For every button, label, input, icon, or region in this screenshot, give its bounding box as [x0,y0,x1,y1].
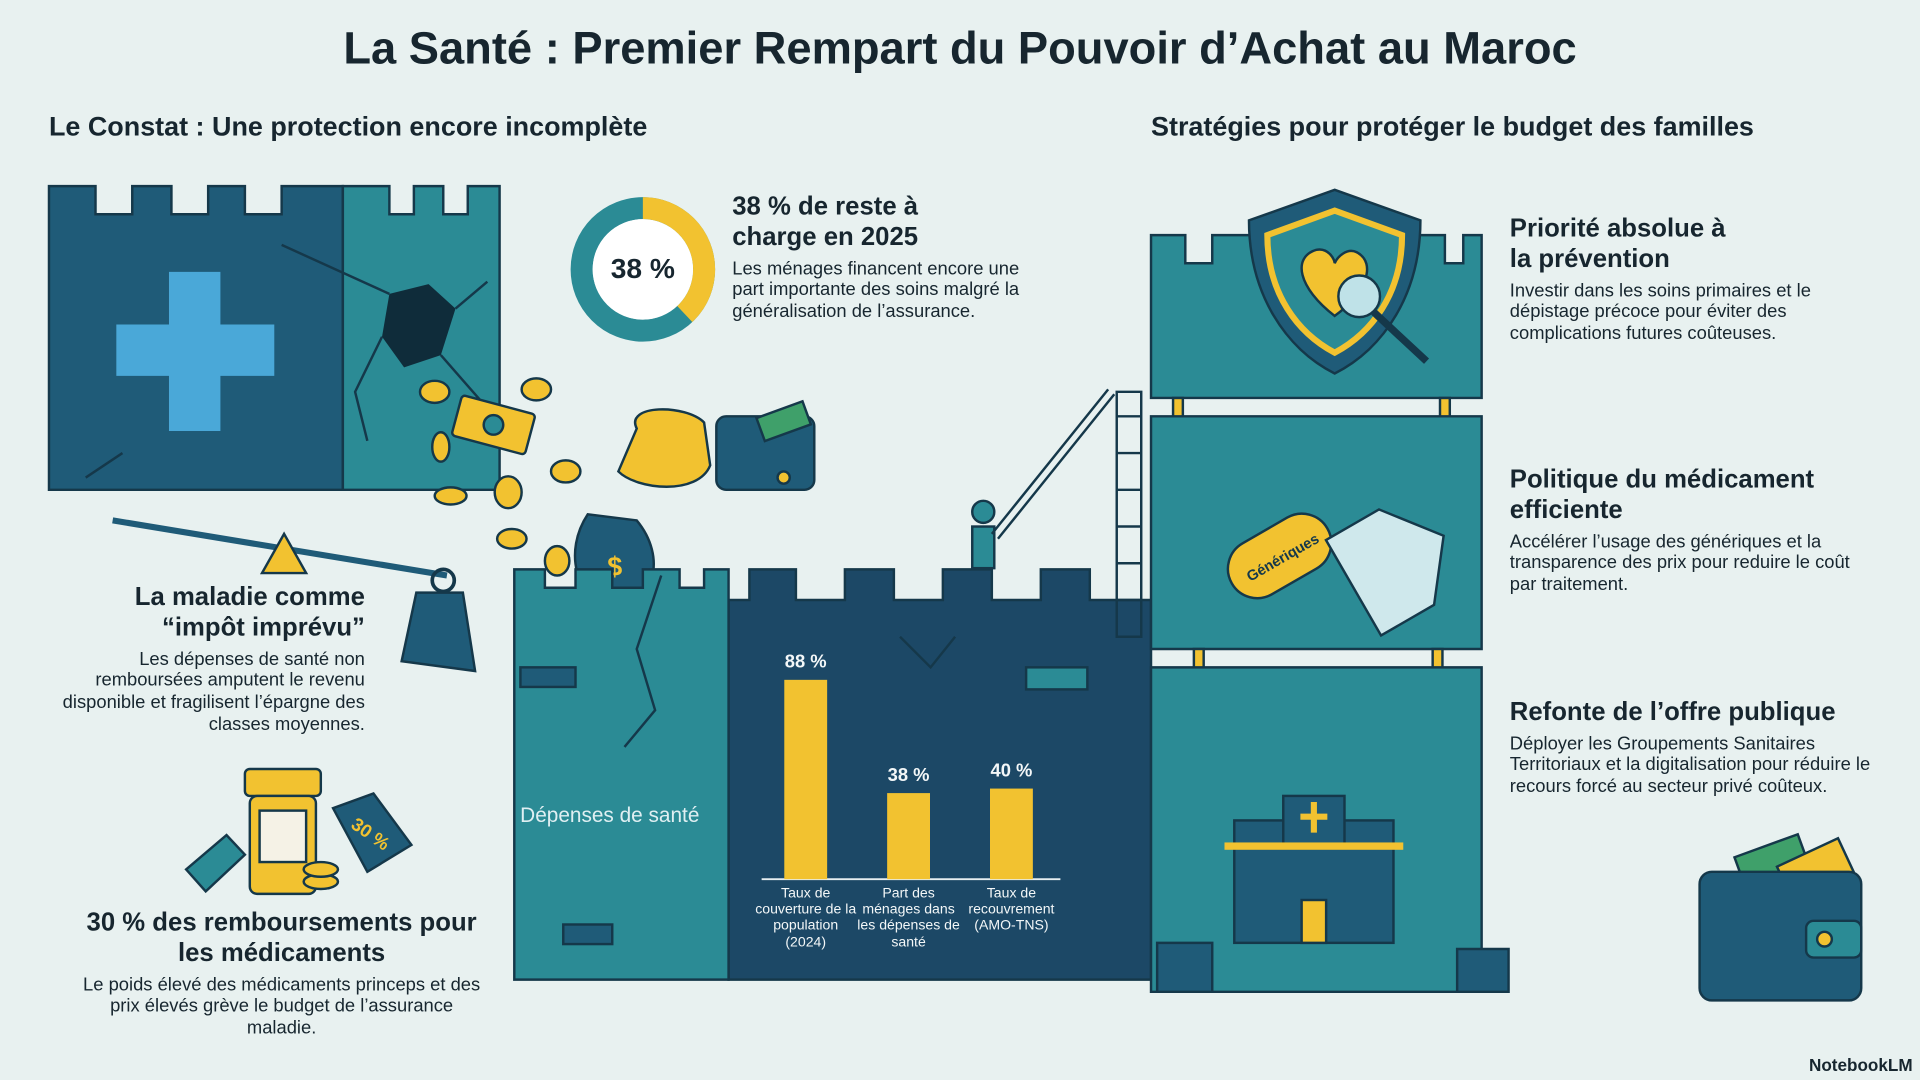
footer: NotebookLM [1809,1055,1913,1075]
strategy: Priorité absolue à la prévention Investir… [1510,214,1890,345]
impot-heading: La maladie comme “impôt imprévu” [134,582,365,642]
strategy-block: Priorité absolue à la prévention Investir… [1510,214,1890,345]
medicaments-heading: 30 % des remboursements pour les médicam… [86,908,477,968]
category-label: Taux de couverture de la population (202… [755,886,857,950]
medicaments-text: Le poids élevé des médicaments princeps … [83,974,481,1039]
scale-illustration [112,517,477,673]
bar-value-label: 88 % [785,651,827,672]
category-label: Taux de recouvrement (AMO-TNS) [968,886,1055,934]
reste-heading: 38 % de reste à charge en 2025 [732,192,919,251]
category-block: Taux de couverture de la population (202… [755,886,857,950]
central-castle [513,568,1153,981]
strategy-block: Refonte de l’offre publique Déployer les … [1510,698,1890,798]
donut-value [642,197,716,323]
castle-illustration [47,184,501,492]
strategy-block: Politique du médicament efficiente Accélé… [1510,465,1890,596]
bottle-illustration: 30 % [184,767,414,896]
category-block: Taux de recouvrement (AMO-TNS) [968,886,1055,934]
right-heading: Stratégies pour protéger le budget des f… [1151,112,1754,142]
strategy-heading: Refonte de l’offre publique [1509,697,1836,727]
category-block: Part des ménages dans les dépenses de sa… [857,886,960,950]
bar-chart: 88 % Taux de couverture de la population … [755,651,1055,950]
strategy-text: Déployer les Groupements Sanitaires Terr… [1509,733,1871,798]
reste-text: Les ménages financent encore une part im… [732,257,1020,322]
bar [784,679,828,880]
strategy-heading: Priorité absolue à la prévention [1509,214,1726,273]
bar-value-label: 38 % [888,764,930,785]
chart-title: Dépenses de santé [520,804,699,827]
medicaments-block: 30 % des remboursements pour les médicam… [83,908,481,1039]
impot-text: Les dépenses de santé non remboursées am… [62,648,365,735]
wallet-illustration [1698,832,1863,1002]
strategy: Refonte de l’offre publique Déployer les … [1510,698,1890,798]
strategy: Politique du médicament efficiente Accélé… [1510,465,1890,596]
reste-block: 38 % de reste à charge en 2025 Les ménag… [732,192,1020,322]
donut-label: 38 % [611,253,675,284]
strategies: Priorité absolue à la prévention Investir… [1510,214,1890,798]
category-label: Part des ménages dans les dépenses de sa… [857,886,960,950]
donut-center [592,219,694,320]
bar [887,793,930,880]
impot-block: La maladie comme “impôt imprévu” Les dép… [62,582,365,735]
worker-illustration [971,388,1116,570]
left-heading: Le Constat : Une protection encore incom… [49,112,647,142]
bar-value-label: 40 % [990,759,1032,780]
coins-illustration: $ [418,377,816,608]
strategy-text: Investir dans les soins primaires et le … [1509,279,1811,344]
title: La Santé : Premier Rempart du Pouvoir d’… [343,22,1576,73]
bar [990,788,1033,880]
strategy-heading: Politique du médicament efficiente [1509,465,1815,524]
strategy-text: Accélérer l’usage des génériques et la t… [1509,530,1850,595]
right-tower [1115,188,1510,994]
